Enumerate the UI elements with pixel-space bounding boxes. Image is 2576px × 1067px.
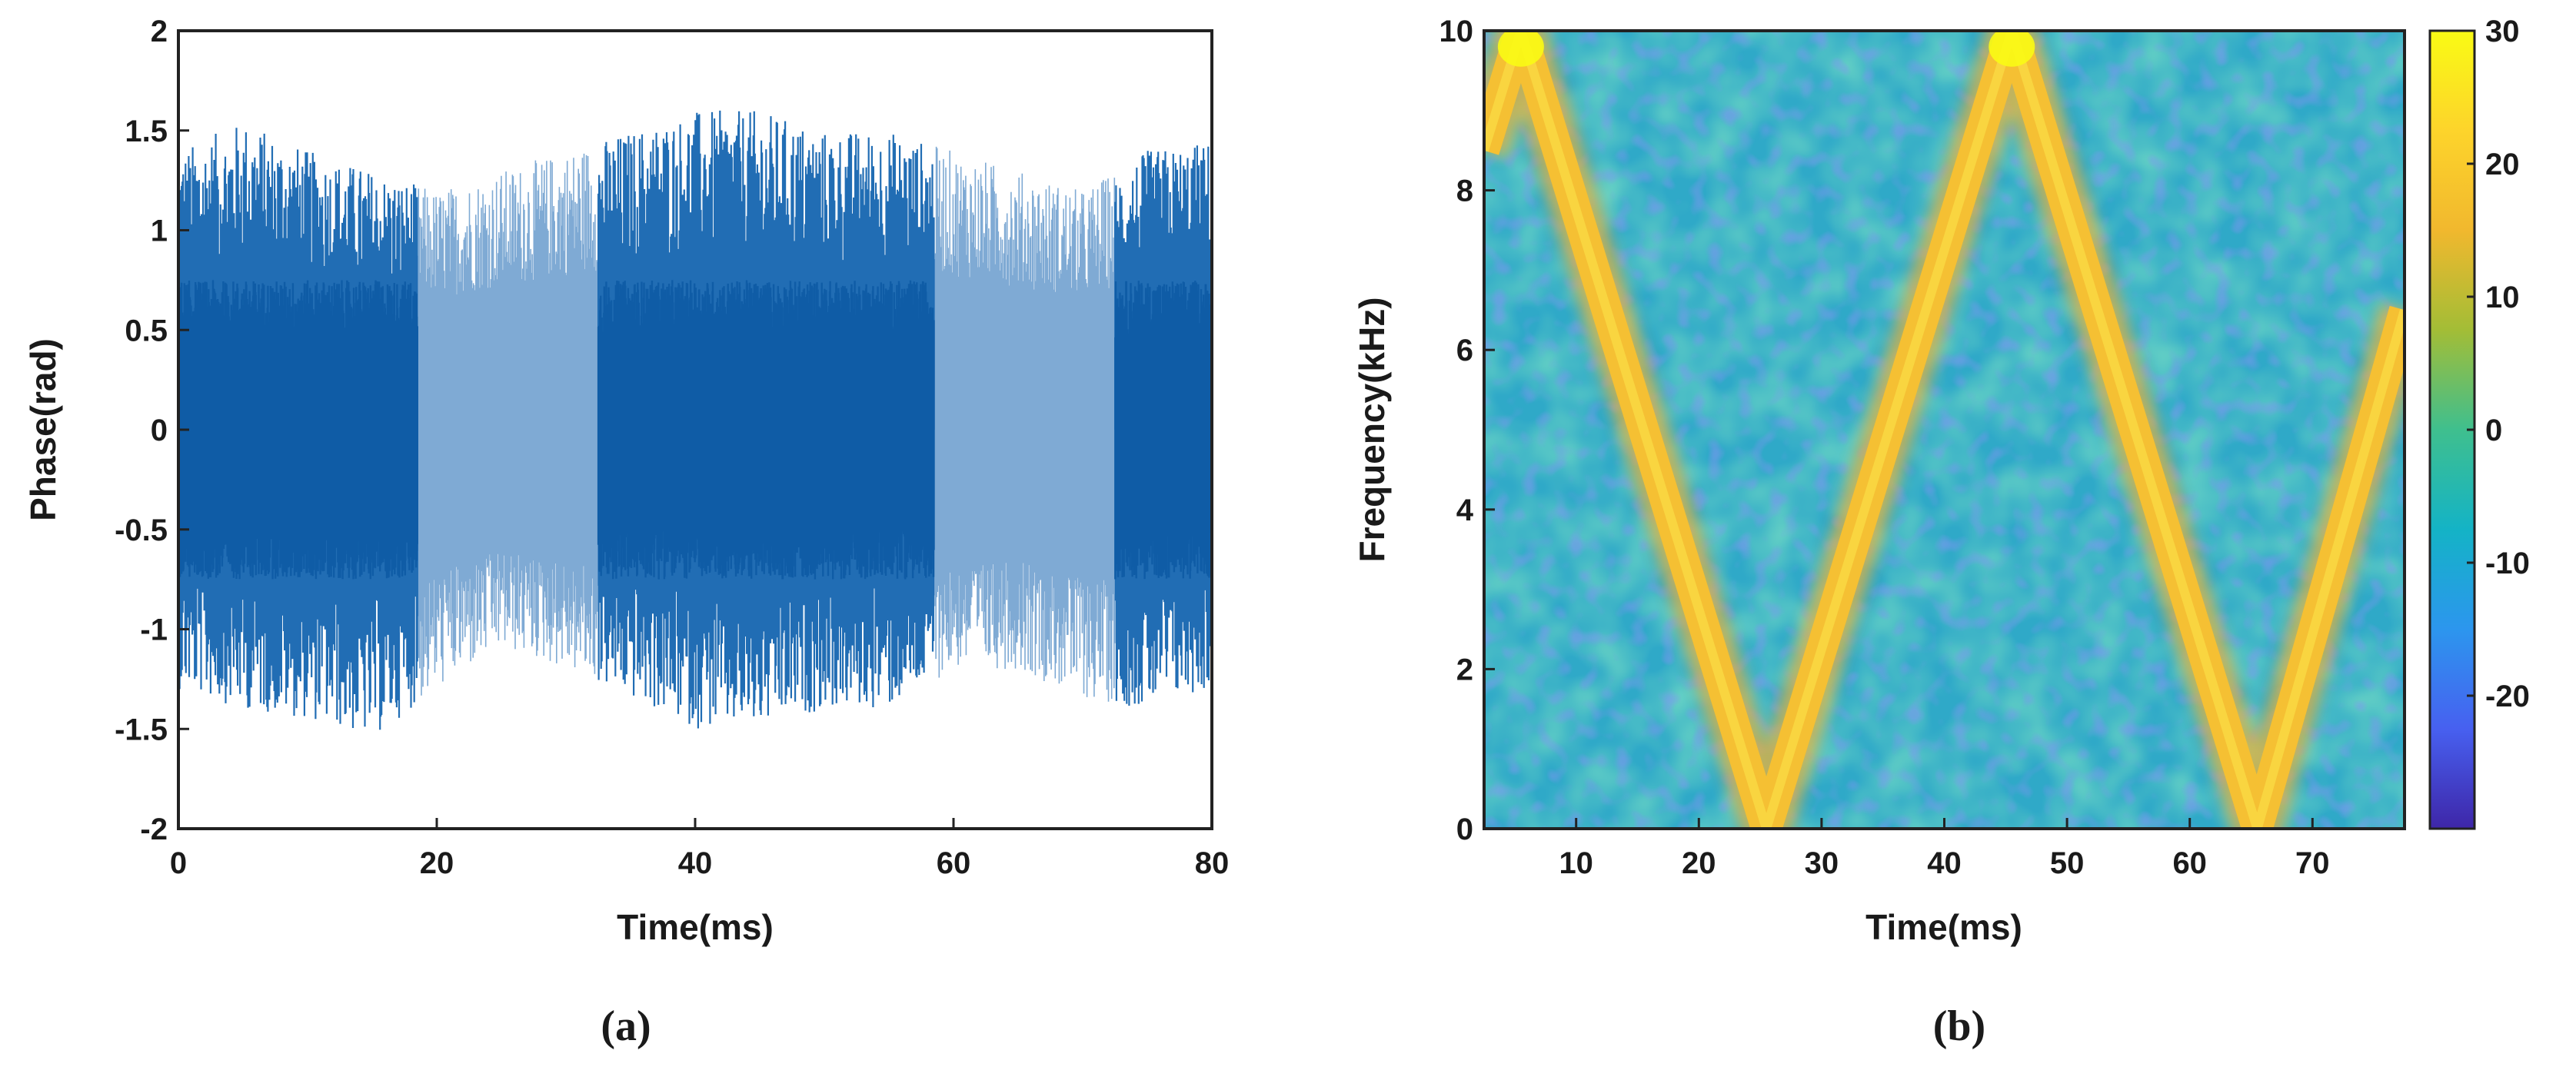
panel-b-y-tick-label: 2 [1456, 653, 1473, 686]
panel-b-caption: (b) [1933, 1002, 1985, 1050]
panel-a-x-tick-label: 80 [1195, 846, 1230, 880]
panel-b-y-axis-label: Frequency(kHz) [1352, 297, 1392, 562]
panel-a-y-tick-label: 1.5 [125, 115, 168, 148]
panel-a-x-tick-label: 0 [170, 846, 187, 880]
panel-b-y-tick-label: 0 [1456, 813, 1473, 846]
panel-b-y-tick-label: 8 [1456, 175, 1473, 208]
panel-b-y-tick-label: 4 [1456, 494, 1474, 527]
panel-a-y-tick-label: -0.5 [115, 514, 168, 547]
panel-b-y-tick-label: 10 [1439, 15, 1474, 48]
panel-a-x-tick-label: 40 [678, 846, 713, 880]
panel-a-x-tick-label: 20 [420, 846, 454, 880]
panel-a-x-axis-label: Time(ms) [617, 907, 774, 947]
panel-a-y-tick-label: 0.5 [125, 314, 168, 347]
panel-a-caption: (a) [601, 1002, 651, 1050]
colorbar: 30 20 10 0 -10 -20 [2428, 15, 2530, 830]
spectrogram-ridge [1484, 31, 2405, 829]
panel-a-y-tick-label: -2 [140, 813, 168, 846]
panel-a-y-tick-label: 2 [151, 15, 168, 48]
panel-a-y-tick-label: -1.5 [115, 713, 168, 746]
panel-b-y-tick-label: 6 [1456, 334, 1473, 367]
panel-b-x-tick-label: 20 [1682, 846, 1716, 880]
panel-b-x-axis-label: Time(ms) [1865, 907, 2022, 947]
panel-b-x-tick-label: 40 [1927, 846, 1962, 880]
panel-a-y-tick-label: -1 [140, 613, 168, 647]
phase-signal-core [178, 280, 1212, 580]
phase-signal-series [178, 110, 1212, 730]
ridge-peak-hotspot [1497, 31, 1544, 67]
panel-b-x-tick-label: 70 [2295, 846, 2330, 880]
colorbar-tick-label: -10 [2485, 547, 2530, 580]
panel-a-y-tick-label: 0 [151, 414, 168, 447]
panel-a-y-tick-label: 1 [151, 214, 168, 248]
panel-a-x-tick-label: 60 [937, 846, 971, 880]
colorbar-tick-label: 20 [2485, 148, 2520, 181]
panel-a-ticks: 0 20 40 60 80 2 1.5 1 0.5 0 -0.5 -1 -1.5 -2 [115, 15, 1229, 880]
colorbar-ticks: 30 20 10 0 -10 -20 [2467, 15, 2530, 713]
panel-b-x-tick-label: 30 [1805, 846, 1839, 880]
panel-b-x-tick-label: 10 [1559, 846, 1593, 880]
colorbar-tick-label: -20 [2485, 680, 2530, 713]
panel-b-x-tick-label: 60 [2172, 846, 2207, 880]
panel-a-y-axis-label: Phase(rad) [23, 338, 63, 521]
panel-b-x-tick-label: 50 [2050, 846, 2085, 880]
ridge-peak-hotspot [1989, 31, 2035, 67]
colorbar-tick-label: 30 [2485, 15, 2520, 48]
colorbar-tick-label: 0 [2485, 414, 2502, 447]
colorbar-tick-label: 10 [2485, 281, 2520, 314]
